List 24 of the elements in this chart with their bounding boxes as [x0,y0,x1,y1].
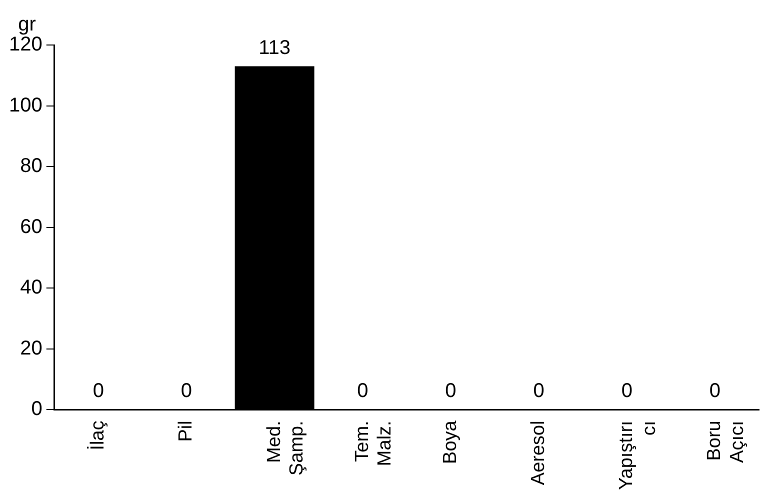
x-tick-label: Aeresol [528,420,550,486]
x-tick-label: Med. Şamp. [264,420,308,476]
y-tick-label: 40 [20,276,42,299]
y-tick-label: 100 [8,94,42,116]
x-tick-label: Boya [440,420,461,464]
x-tick-label: İlaç [86,420,109,450]
data-label: 0 [180,380,192,402]
data-label: 113 [258,36,291,59]
data-label: 0 [445,380,456,402]
data-label: 0 [92,380,104,402]
x-tick-label: Tem. Malz. [352,420,396,466]
x-tick-label: Boru Açıcı [704,420,748,463]
data-label: 0 [621,380,632,402]
data-label: 0 [709,380,721,402]
y-tick-label: 60 [20,216,42,238]
y-tick-label: 20 [20,337,42,360]
y-tick-label: 80 [20,155,42,178]
x-tick-label: Pil [176,420,197,442]
x-tick-label: Yapıştırı cı [616,420,660,490]
y-axis-title: gr [18,14,36,36]
data-label: 0 [533,380,544,402]
y-tick-label: 0 [31,398,42,420]
data-label: 0 [357,380,368,402]
y-tick-label: 120 [8,34,42,56]
